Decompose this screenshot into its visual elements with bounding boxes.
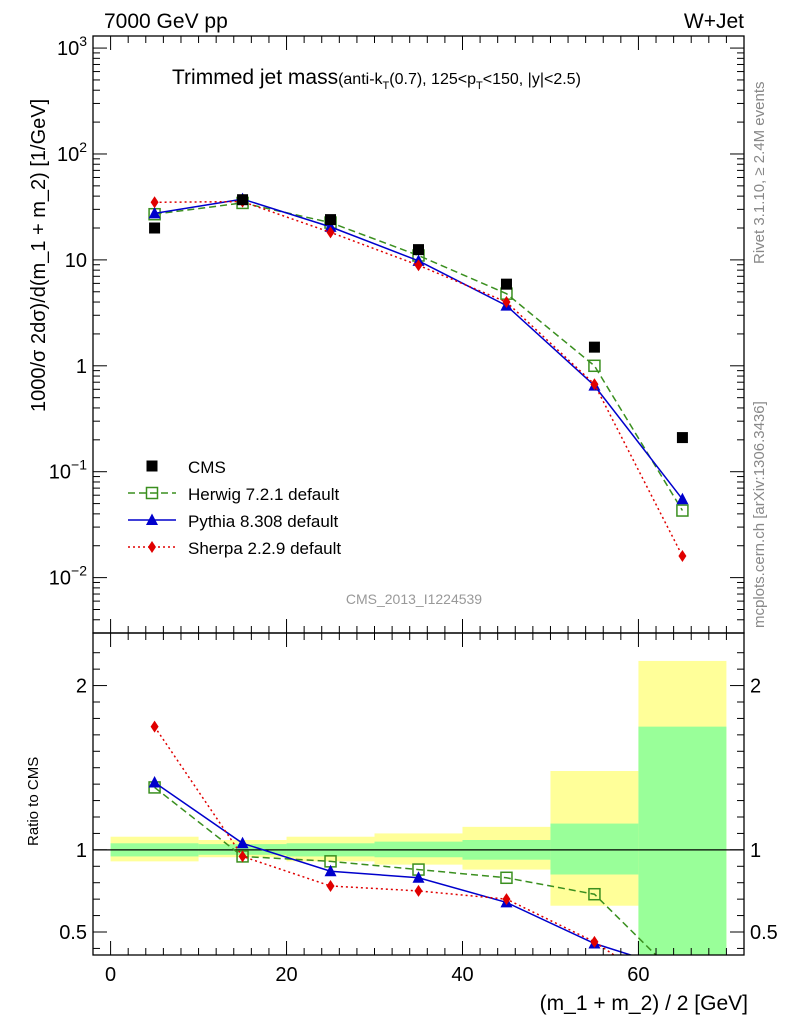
main-cms-point bbox=[237, 194, 249, 206]
legend-pythia-label: Pythia 8.308 default bbox=[188, 512, 339, 531]
main-herwig-point bbox=[676, 504, 689, 517]
ratio-y-tick-label: 1 bbox=[76, 840, 87, 862]
plot-title: Trimmed jet mass(anti-kT(0.7), 125<pT<15… bbox=[172, 66, 581, 92]
ratio-pythia-point bbox=[324, 864, 337, 877]
ratio-y-tick-label: 0.5 bbox=[59, 922, 87, 944]
ratio-y-tick-label: 2 bbox=[76, 676, 87, 698]
main-herwig-point bbox=[588, 359, 601, 373]
main-cms-point bbox=[500, 278, 512, 290]
legend: CMS Herwig 7.2.1 default Pythia 8.308 defa… bbox=[128, 458, 341, 558]
main-pythia-point bbox=[676, 492, 689, 505]
main-pythia-line bbox=[154, 198, 684, 500]
ratio-pythia-point bbox=[412, 871, 425, 883]
ratio-herwig-point bbox=[677, 976, 688, 987]
main-cms-point bbox=[149, 222, 161, 234]
main-y-tick-label: 1 bbox=[76, 356, 87, 378]
ratio-pythia-point bbox=[148, 776, 161, 788]
main-sherpa-point bbox=[150, 196, 159, 209]
ratio-plot-frame bbox=[92, 632, 745, 956]
main-pythia-point bbox=[148, 206, 161, 219]
main-series-layer bbox=[148, 192, 689, 563]
ratio-sherpa-point bbox=[414, 884, 423, 897]
main-y-tick-label: 10−2 bbox=[49, 563, 87, 590]
legend-herwig-label: Herwig 7.2.1 default bbox=[188, 485, 339, 504]
ratio-herwig-point bbox=[588, 887, 601, 901]
main-cms-point bbox=[413, 244, 424, 256]
main-sherpa-point bbox=[414, 259, 423, 272]
ratio-band-green bbox=[638, 726, 727, 955]
ratio-sherpa-point bbox=[238, 850, 247, 863]
ratio-x-tick-label: 40 bbox=[451, 964, 473, 986]
x-axis-title: (m_1 + m_2) / 2 [GeV] bbox=[540, 992, 748, 1015]
ratio-series-layer bbox=[148, 720, 688, 987]
ratio-y-tick-label-right: 1 bbox=[750, 840, 761, 862]
ratio-band-green bbox=[550, 823, 639, 875]
analysis-id-label: CMS_2013_I1224539 bbox=[346, 591, 482, 607]
main-sherpa-point bbox=[590, 378, 599, 391]
mcplots-label: mcplots.cern.ch [arXiv:1306.3436] bbox=[751, 401, 768, 628]
main-y-axis-title: 1000/σ 2dσ)/d(m_1 + m_2) [1/GeV] bbox=[28, 99, 50, 412]
main-sherpa-point bbox=[326, 226, 335, 239]
title-sub: (anti-kT(0.7), 125<pT<150, |y|<2.5) bbox=[338, 71, 581, 92]
ratio-uncertainty-bands bbox=[110, 660, 727, 955]
legend-pythia-marker bbox=[146, 513, 158, 525]
legend-herwig-marker bbox=[145, 486, 159, 500]
ratio-x-tick-label: 0 bbox=[105, 964, 116, 986]
ratio-axes: 0 20 40 60 0.5 0.5 1 1 2 2 bbox=[59, 633, 778, 986]
ratio-sherpa-point bbox=[502, 893, 511, 906]
legend-cms-label: CMS bbox=[188, 458, 226, 477]
rivet-label: Rivet 3.1.10, ≥ 2.4M events bbox=[751, 82, 768, 265]
ratio-sherpa-point bbox=[326, 880, 335, 892]
ratio-pythia-point bbox=[236, 836, 249, 849]
main-sherpa-point bbox=[502, 296, 511, 309]
main-cms-point bbox=[325, 214, 337, 226]
legend-sherpa-marker bbox=[148, 541, 156, 553]
ratio-sherpa-point bbox=[590, 935, 599, 948]
ratio-x-tick-label: 20 bbox=[275, 964, 297, 986]
legend-cms-marker bbox=[146, 460, 158, 472]
main-y-tick-label: 10−1 bbox=[49, 457, 87, 484]
ratio-y-tick-label-right: 0.5 bbox=[750, 922, 778, 944]
ratio-y-axis-title: Ratio to CMS bbox=[25, 757, 42, 846]
main-y-tick-label: 103 bbox=[57, 33, 87, 60]
ratio-x-tick-label: 60 bbox=[627, 964, 649, 986]
ratio-y-tick-label-right: 2 bbox=[750, 676, 761, 698]
main-pythia-point bbox=[324, 220, 337, 232]
main-y-tick-label: 102 bbox=[57, 139, 87, 166]
main-sherpa-point bbox=[678, 550, 687, 563]
ratio-herwig-point bbox=[500, 871, 513, 885]
ratio-pythia-point bbox=[676, 965, 688, 977]
title-main: Trimmed jet mass bbox=[172, 66, 338, 89]
legend-sherpa-label: Sherpa 2.2.9 default bbox=[188, 539, 341, 558]
header-right-label: W+Jet bbox=[684, 10, 744, 33]
ratio-sherpa-point bbox=[150, 720, 159, 733]
main-y-tick-label: 10 bbox=[65, 250, 87, 272]
main-cms-point bbox=[588, 341, 600, 353]
header-left-label: 7000 GeV pp bbox=[104, 10, 228, 33]
main-cms-point bbox=[676, 432, 688, 444]
